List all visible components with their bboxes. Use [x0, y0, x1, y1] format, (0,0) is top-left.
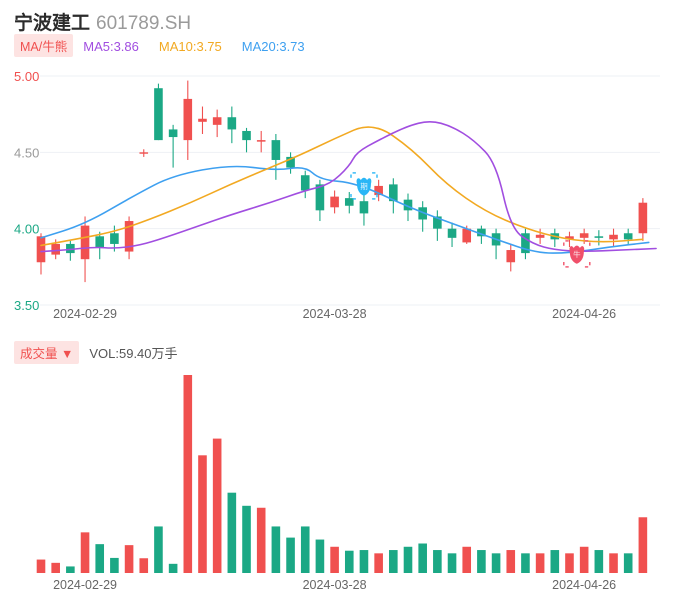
svg-text:2024-02-29: 2024-02-29 — [53, 307, 117, 321]
svg-text:2024-03-28: 2024-03-28 — [303, 578, 367, 592]
svg-text:2024-04-26: 2024-04-26 — [552, 307, 616, 321]
svg-text:2024-02-29: 2024-02-29 — [53, 578, 117, 592]
svg-text:2024-03-28: 2024-03-28 — [303, 307, 367, 321]
svg-text:3.50: 3.50 — [14, 298, 39, 313]
svg-text:4.50: 4.50 — [14, 145, 39, 160]
svg-text:4.00: 4.00 — [14, 222, 39, 237]
svg-text:2024-04-26: 2024-04-26 — [552, 578, 616, 592]
svg-text:5.00: 5.00 — [14, 69, 39, 84]
svg-text:期: 期 — [360, 182, 368, 191]
svg-text:牛: 牛 — [573, 249, 581, 259]
